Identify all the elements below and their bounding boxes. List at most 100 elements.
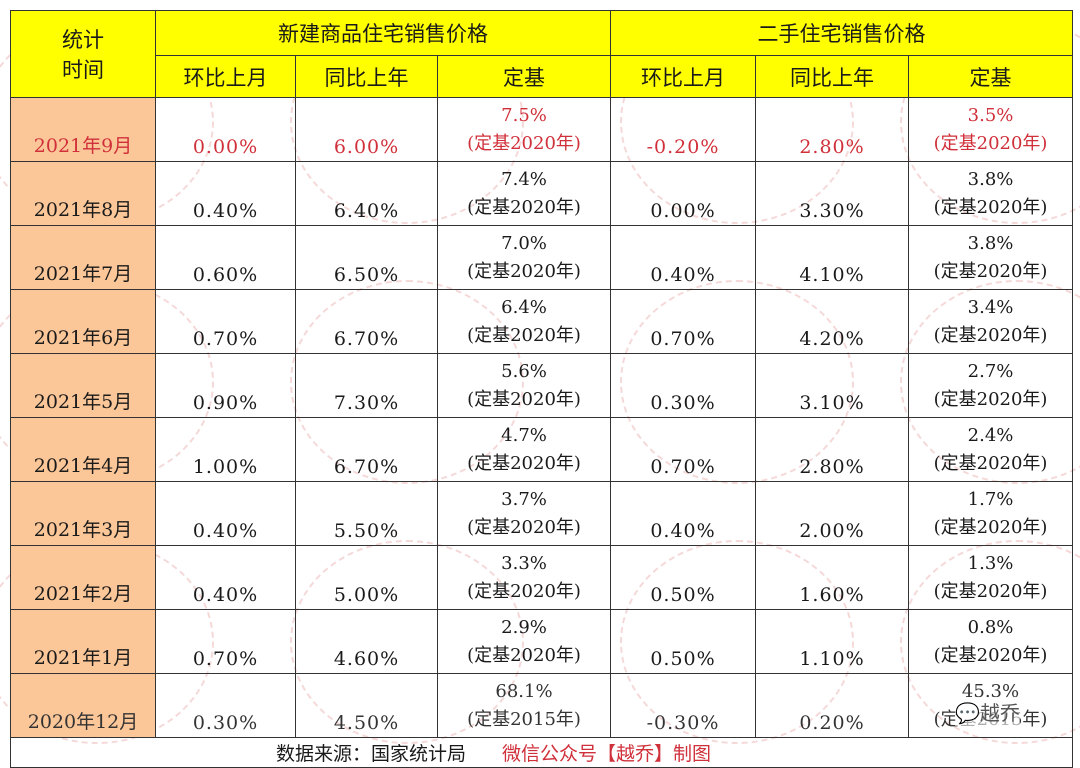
new-base-value: 2.9% (501, 616, 547, 638)
new-mom-cell: 0.70% (155, 289, 296, 354)
table-row: 2021年8月 0.40% 6.40% 7.4% (定基2020年) 0.00% 3.30%… (10, 161, 1074, 226)
used-base-cell: 1.3% (定基2020年) (908, 545, 1074, 610)
used-mom-cell: 0.40% (610, 225, 757, 290)
new-base-value: 4.7% (501, 424, 547, 446)
new-base-note: (定基2020年) (467, 196, 581, 218)
new-yoy-cell: 4.50% (295, 673, 438, 738)
new-mom-cell: 0.00% (155, 97, 296, 162)
new-base-note: (定基2020年) (467, 516, 581, 538)
used-yoy-cell: 0.20% (755, 673, 910, 738)
used-base-note: (定基2020年) (933, 388, 1048, 410)
row-time: 2021年3月 (10, 481, 156, 546)
new-yoy-cell: 6.40% (295, 161, 438, 226)
used-base-note: (定基2020年) (933, 516, 1048, 538)
new-yoy-cell: 6.00% (295, 97, 438, 162)
new-mom-header: 环比上月 (155, 55, 296, 98)
table-row: 2021年7月 0.60% 6.50% 7.0% (定基2020年) 0.40% 4.10%… (10, 225, 1074, 290)
row-time: 2021年5月 (10, 353, 156, 418)
row-time: 2021年7月 (10, 225, 156, 290)
time-column-header: 统计 时间 (10, 10, 156, 98)
row-time: 2020年12月 (10, 673, 156, 738)
used-base-value: 1.3% (967, 552, 1014, 574)
used-base-header: 定基 (908, 55, 1074, 98)
new-base-note: (定基2020年) (467, 452, 581, 474)
table-row: 2021年6月 0.70% 6.70% 6.4% (定基2020年) 0.70% 4.20%… (10, 289, 1074, 354)
used-base-note: (定基2020年) (933, 132, 1048, 154)
new-base-note: (定基2020年) (467, 388, 581, 410)
data-source: 数据来源：国家统计局 (276, 743, 467, 765)
new-base-note: (定基2020年) (467, 324, 581, 346)
used-housing-group-header: 二手住宅销售价格 (610, 10, 1074, 56)
new-base-note: (定基2020年) (467, 644, 581, 666)
new-base-cell: 7.4% (定基2020年) (436, 161, 612, 226)
row-time: 2021年1月 (10, 609, 156, 674)
new-base-value: 7.5% (501, 104, 547, 126)
wechat-icon: 💬 (955, 701, 980, 725)
table-row: 2021年2月 0.40% 5.00% 3.3% (定基2020年) 0.50% 1.60%… (10, 545, 1074, 610)
used-base-value: 3.8% (967, 232, 1014, 254)
table-row: 2021年9月 0.00% 6.00% 7.5% (定基2020年) -0.20% 2.80… (10, 97, 1074, 162)
used-yoy-cell: 2.00% (755, 481, 910, 546)
used-base-cell: 1.7% (定基2020年) (908, 481, 1074, 546)
used-mom-header: 环比上月 (610, 55, 757, 98)
new-base-cell: 68.1% (定基2015年) (436, 673, 612, 738)
new-base-cell: 3.7% (定基2020年) (436, 481, 612, 546)
new-base-note: (定基2020年) (467, 260, 581, 282)
used-base-cell: 3.8% (定基2020年) (908, 225, 1074, 290)
used-base-note: (定基2020年) (933, 580, 1048, 602)
row-time: 2021年8月 (10, 161, 156, 226)
used-mom-cell: -0.20% (610, 97, 757, 162)
used-yoy-cell: 2.80% (755, 97, 910, 162)
new-base-cell: 6.4% (定基2020年) (436, 289, 612, 354)
new-base-value: 7.0% (501, 232, 547, 254)
used-mom-cell: 0.00% (610, 161, 757, 226)
new-base-note: (定基2020年) (467, 132, 581, 154)
row-time: 2021年6月 (10, 289, 156, 354)
used-yoy-cell: 4.10% (755, 225, 910, 290)
new-yoy-cell: 6.50% (295, 225, 438, 290)
new-yoy-cell: 5.00% (295, 545, 438, 610)
wechat-label: 越乔 (979, 701, 1020, 725)
new-base-note: (定基2020年) (467, 580, 581, 602)
used-base-value: 45.3% (961, 680, 1020, 702)
used-mom-cell: 0.40% (610, 481, 757, 546)
new-base-cell: 7.5% (定基2020年) (436, 97, 612, 162)
used-base-cell: 0.8% (定基2020年) (908, 609, 1074, 674)
used-base-value: 2.4% (967, 424, 1014, 446)
used-mom-cell: 0.70% (610, 289, 757, 354)
used-base-note: (定基2020年) (933, 644, 1048, 666)
housing-price-table: 统计 时间 新建商品住宅销售价格 二手住宅销售价格 环比上月 同比上年 定基 环… (9, 10, 1074, 768)
table-row: 2021年5月 0.90% 7.30% 5.6% (定基2020年) 0.30% 3.10%… (10, 353, 1074, 418)
used-yoy-cell: 3.10% (755, 353, 910, 418)
used-base-value: 3.4% (967, 296, 1014, 318)
new-yoy-cell: 7.30% (295, 353, 438, 418)
used-mom-cell: 0.70% (610, 417, 757, 482)
new-base-value: 68.1% (495, 680, 553, 702)
used-base-value: 1.7% (967, 488, 1014, 510)
new-base-cell: 3.3% (定基2020年) (436, 545, 612, 610)
used-base-note: (定基2020年) (933, 452, 1048, 474)
new-base-cell: 5.6% (定基2020年) (436, 353, 612, 418)
used-mom-cell: 0.50% (610, 609, 757, 674)
table-footer: 数据来源：国家统计局 微信公众号【越乔】制图 (9, 737, 1074, 768)
used-yoy-cell: 1.10% (755, 609, 910, 674)
used-base-cell: 2.4% (定基2020年) (908, 417, 1074, 482)
used-base-note: (定基2020年) (933, 324, 1048, 346)
new-base-cell: 7.0% (定基2020年) (436, 225, 612, 290)
new-yoy-cell: 5.50% (295, 481, 438, 546)
credit-line: 微信公众号【越乔】制图 (502, 743, 712, 765)
new-base-cell: 2.9% (定基2020年) (436, 609, 612, 674)
used-base-value: 3.8% (967, 168, 1014, 190)
new-mom-cell: 0.40% (155, 481, 296, 546)
used-base-note: (定基2020年) (933, 196, 1048, 218)
used-mom-cell: 0.30% (610, 353, 757, 418)
new-mom-cell: 0.90% (155, 353, 296, 418)
new-base-header: 定基 (436, 55, 612, 98)
table-row: 2021年1月 0.70% 4.60% 2.9% (定基2020年) 0.50% 1.10%… (10, 609, 1074, 674)
new-base-value: 7.4% (501, 168, 547, 190)
new-mom-cell: 1.00% (155, 417, 296, 482)
new-base-value: 3.3% (501, 552, 547, 574)
new-mom-cell: 0.30% (155, 673, 296, 738)
table-row: 2021年4月 1.00% 6.70% 4.7% (定基2020年) 0.70% 2.80%… (10, 417, 1074, 482)
row-time: 2021年4月 (10, 417, 156, 482)
